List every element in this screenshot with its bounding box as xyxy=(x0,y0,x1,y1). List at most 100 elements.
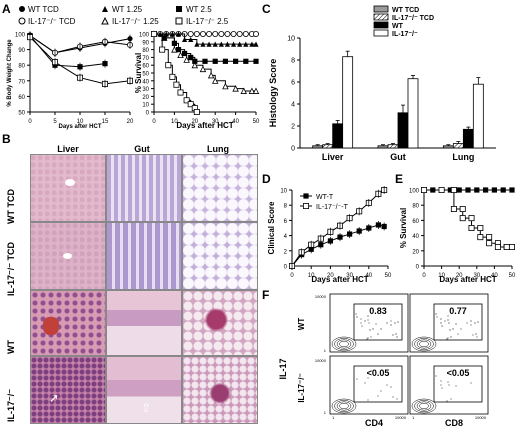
data-point xyxy=(243,41,249,47)
data-point xyxy=(438,186,445,193)
series-line xyxy=(291,224,385,267)
y-tick-label: 0 xyxy=(146,111,150,117)
contour xyxy=(336,339,352,349)
flow-col-label-cd8: CD8 xyxy=(445,418,463,428)
x-tick-label: 20 xyxy=(127,119,134,125)
tissue-label-liver: Liver xyxy=(57,144,79,154)
event-dot xyxy=(386,384,388,386)
series-line xyxy=(154,33,198,112)
event-dot xyxy=(450,336,452,338)
contour xyxy=(419,340,429,348)
bar xyxy=(322,144,334,149)
data-point xyxy=(456,187,462,193)
x-tick-label: 0 xyxy=(152,119,156,125)
svg-text:IL-17⁻/⁻ TCD: IL-17⁻/⁻ TCD xyxy=(28,17,76,26)
category-label: Gut xyxy=(390,152,406,162)
contour xyxy=(419,402,429,410)
legend-item-1: IL-17⁻/⁻-T xyxy=(300,202,349,211)
data-point xyxy=(171,46,178,53)
data-point xyxy=(222,82,229,90)
panel-letter-f: F xyxy=(262,288,270,302)
event-dot xyxy=(360,322,362,324)
legend-item-1: IL-17⁻/⁻ TCD xyxy=(373,13,434,22)
data-point xyxy=(491,187,497,193)
data-point xyxy=(191,61,199,69)
event-dot xyxy=(447,337,449,339)
data-point xyxy=(459,205,466,212)
event-dot xyxy=(446,338,448,340)
histology-score-chart: 0 2 4 6 8 10 Histology Score Liver Gut Lung WT TCD… xyxy=(268,5,496,162)
data-point xyxy=(177,89,184,96)
legend-label: IL-17⁻/⁻-T xyxy=(316,204,349,211)
data-point xyxy=(218,41,224,47)
y-tick-label: 10 xyxy=(142,103,149,109)
event-dot xyxy=(444,320,446,322)
event-dot xyxy=(367,399,369,401)
legend-marker xyxy=(303,202,310,209)
data-point xyxy=(202,58,208,64)
data-point xyxy=(486,234,493,241)
data-point xyxy=(177,51,184,59)
svg-text:IL-17⁻/⁻ 1.25: IL-17⁻/⁻ 1.25 xyxy=(112,17,159,26)
data-point xyxy=(200,41,206,47)
event-dot xyxy=(440,380,442,382)
data-point xyxy=(474,187,480,193)
category-label: Lung xyxy=(452,152,474,162)
bar xyxy=(452,143,464,149)
x-tick-label: 20 xyxy=(327,273,334,279)
y-axis-label: % Body Weight Change xyxy=(7,39,13,107)
data-point xyxy=(206,31,213,37)
svg-text:IL-17⁻/⁻ 2.5: IL-17⁻/⁻ 2.5 xyxy=(186,17,229,26)
data-point xyxy=(233,58,239,64)
event-dot xyxy=(364,382,366,384)
data-point xyxy=(212,58,218,64)
flow-row-label-wt: WT xyxy=(297,318,306,331)
flow-row-label-il17: IL-17⁻/⁻ xyxy=(297,373,306,402)
y-tick-label: 60 xyxy=(412,219,419,225)
panel-letter-a: A xyxy=(2,2,11,16)
event-dot xyxy=(392,396,394,398)
gate-percentage: <0.05 xyxy=(367,368,390,378)
histology-image-lung-il17-tcd xyxy=(182,222,258,290)
event-dot xyxy=(397,321,399,323)
event-dot xyxy=(455,323,457,325)
x-tick-label: 20 xyxy=(191,119,198,125)
data-point xyxy=(494,244,501,251)
data-point xyxy=(459,215,466,222)
legend-label: WT xyxy=(392,23,404,30)
svg-text:WT 1.25: WT 1.25 xyxy=(112,5,143,14)
bar xyxy=(407,78,419,149)
event-dot xyxy=(367,337,369,339)
event-dot xyxy=(390,320,392,322)
y-tick-label: 20 xyxy=(142,95,149,101)
data-point xyxy=(188,54,194,60)
contour xyxy=(334,338,354,350)
event-dot xyxy=(364,320,366,322)
legend-swatch xyxy=(373,29,389,37)
legend-item-il17-125: IL-17⁻/⁻ 1.25 xyxy=(101,16,159,26)
event-dot xyxy=(435,375,437,377)
legend-item-wt-125: WT 1.25 xyxy=(102,5,143,14)
data-point xyxy=(193,31,200,37)
y-tick-label: 90 xyxy=(18,48,25,54)
event-dot xyxy=(369,329,371,331)
contour xyxy=(339,402,349,410)
x-tick-label: 40 xyxy=(491,273,498,279)
y-tick-label: 50 xyxy=(18,111,25,117)
event-dot xyxy=(457,333,459,335)
data-point xyxy=(183,56,190,63)
row-label-il17: IL-17⁻/⁻ xyxy=(6,388,16,422)
data-point xyxy=(450,186,457,193)
event-dot xyxy=(440,322,442,324)
event-dot xyxy=(367,319,369,321)
data-point xyxy=(468,215,475,222)
data-point xyxy=(232,85,239,92)
y-tick-label: 0 xyxy=(284,265,288,271)
event-dot xyxy=(455,385,457,387)
event-dot xyxy=(475,333,477,335)
svg-text:10000: 10000 xyxy=(315,358,327,363)
svg-text:1: 1 xyxy=(412,415,415,420)
event-dot xyxy=(447,381,449,383)
